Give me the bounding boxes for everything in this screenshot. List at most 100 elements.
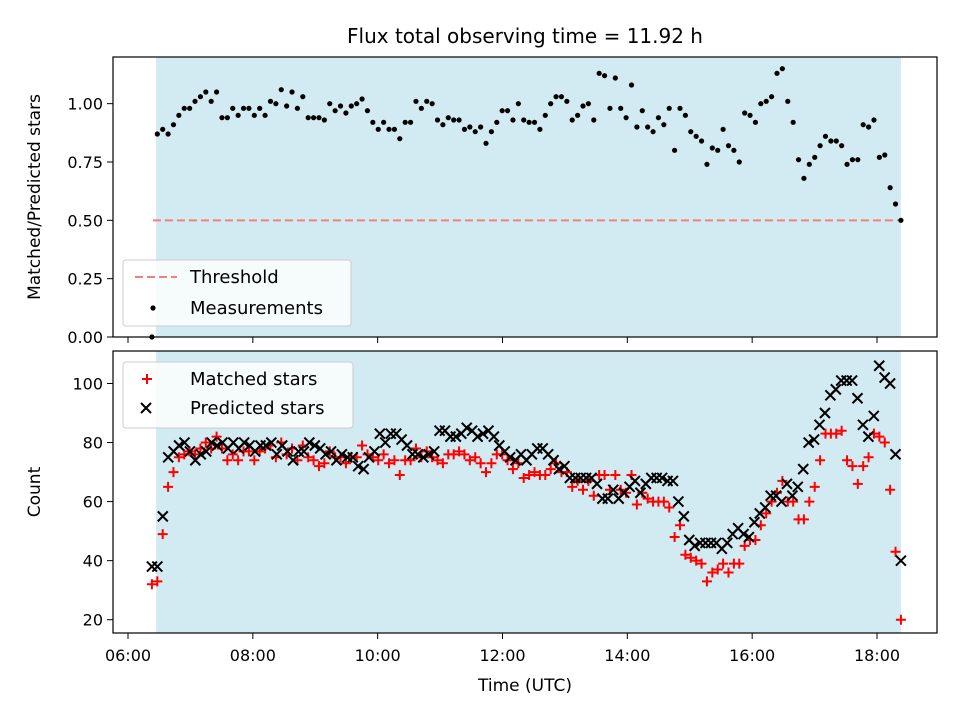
plus-marker: [308, 455, 319, 466]
plus-marker: [847, 461, 858, 472]
measurement-point: [397, 136, 403, 142]
predicted-star-point: [298, 445, 310, 458]
plus-marker: [718, 558, 729, 569]
matched-star-point: [685, 552, 696, 563]
plus-marker: [658, 496, 669, 507]
measurement-point: [192, 98, 198, 104]
cross-marker: [721, 537, 733, 549]
matched-star-point: [734, 558, 745, 569]
matched-star-point: [524, 470, 535, 481]
matched-star-point: [895, 614, 906, 625]
y-tick-label: 80: [83, 434, 103, 453]
cross-marker: [200, 445, 212, 458]
measurement-point: [537, 126, 543, 132]
cross-marker: [325, 445, 337, 458]
matched-star-point: [357, 440, 368, 451]
measurement-point: [251, 112, 257, 118]
matched-star-point: [389, 455, 400, 466]
measurement-point: [284, 103, 290, 109]
plus-marker: [669, 532, 680, 543]
cross-marker: [634, 487, 647, 499]
plus-marker: [157, 529, 168, 540]
measurement-point: [327, 101, 333, 107]
cross-marker: [238, 436, 250, 449]
plus-marker: [211, 431, 222, 442]
plus-marker: [831, 428, 842, 439]
plus-marker: [168, 467, 179, 478]
plus-marker: [486, 458, 497, 469]
predicted-star-point: [759, 501, 771, 514]
measurement-point: [445, 115, 451, 121]
cross-marker: [471, 430, 484, 443]
measurement-point: [321, 117, 327, 123]
plus-marker: [173, 452, 184, 463]
plus-marker: [631, 499, 642, 510]
cross-marker: [678, 510, 690, 523]
measurement-point: [381, 119, 387, 125]
cross-marker: [846, 374, 858, 387]
cross-marker: [781, 478, 793, 490]
measurement-point: [839, 143, 845, 149]
measurement-point: [375, 126, 381, 132]
count-panel: 20 40 60 80 100 06:00 08:00 10:00 12:00 14:00 16:0…: [25, 350, 938, 696]
measurement-point: [736, 159, 742, 165]
predicted-star-point: [401, 439, 413, 452]
measurement-point: [289, 89, 295, 95]
cross-marker: [808, 433, 820, 446]
cross-marker: [775, 495, 788, 508]
measurement-point: [898, 217, 904, 223]
measurement-point: [666, 105, 672, 111]
measurement-point: [790, 119, 796, 125]
plus-marker: [879, 437, 890, 448]
x-tick-label: 06:00: [105, 646, 151, 665]
matched-star-point: [545, 464, 556, 475]
plus-marker: [885, 484, 896, 495]
predicted-star-point: [265, 436, 278, 449]
measurement-point: [887, 185, 893, 191]
cross-marker: [504, 451, 516, 464]
cross-marker: [357, 463, 370, 475]
x-tick-label: 14:00: [604, 646, 650, 665]
plus-marker: [432, 455, 443, 466]
predicted-star-point: [737, 528, 750, 540]
plus-marker: [637, 487, 648, 498]
plus-marker: [545, 464, 556, 475]
predicted-star-point: [721, 537, 733, 549]
cross-marker: [173, 439, 185, 452]
measurement-point: [273, 101, 279, 107]
plus-marker: [696, 558, 707, 569]
plus-marker: [227, 449, 238, 460]
matched-star-point: [384, 458, 395, 469]
x-tick-label: 12:00: [479, 646, 525, 665]
measurement-point: [348, 103, 354, 109]
plus-marker: [470, 452, 481, 463]
y-tick-label: 0.25: [67, 270, 103, 289]
predicted-star-point: [450, 430, 462, 443]
plus-marker: [437, 458, 448, 469]
cross-marker: [287, 454, 299, 466]
cross-marker: [379, 436, 392, 449]
measurement-point: [434, 117, 441, 123]
predicted-star-point: [748, 516, 761, 528]
plus-marker: [163, 481, 174, 492]
predicted-star-point: [336, 448, 348, 461]
predicted-star-point: [634, 487, 647, 499]
predicted-star-point: [357, 463, 370, 475]
measurement-point: [833, 138, 839, 144]
matched-star-point: [788, 496, 799, 507]
count-plot-area: [146, 360, 907, 625]
matched-star-point: [308, 455, 319, 466]
predicted-star-point: [287, 454, 299, 466]
matched-star-point: [858, 461, 869, 472]
cross-marker: [797, 463, 809, 475]
matched-star-point: [696, 558, 707, 569]
plus-marker: [712, 564, 723, 575]
cross-marker: [336, 448, 348, 461]
y-tick-label: 0.75: [67, 153, 103, 172]
cross-marker: [656, 472, 668, 484]
count-axes-frame: [112, 350, 938, 634]
matched-star-point: [707, 567, 718, 578]
measurements-legend-label: Measurements: [190, 298, 323, 319]
matched-star-point: [588, 490, 599, 501]
plus-marker: [524, 470, 535, 481]
